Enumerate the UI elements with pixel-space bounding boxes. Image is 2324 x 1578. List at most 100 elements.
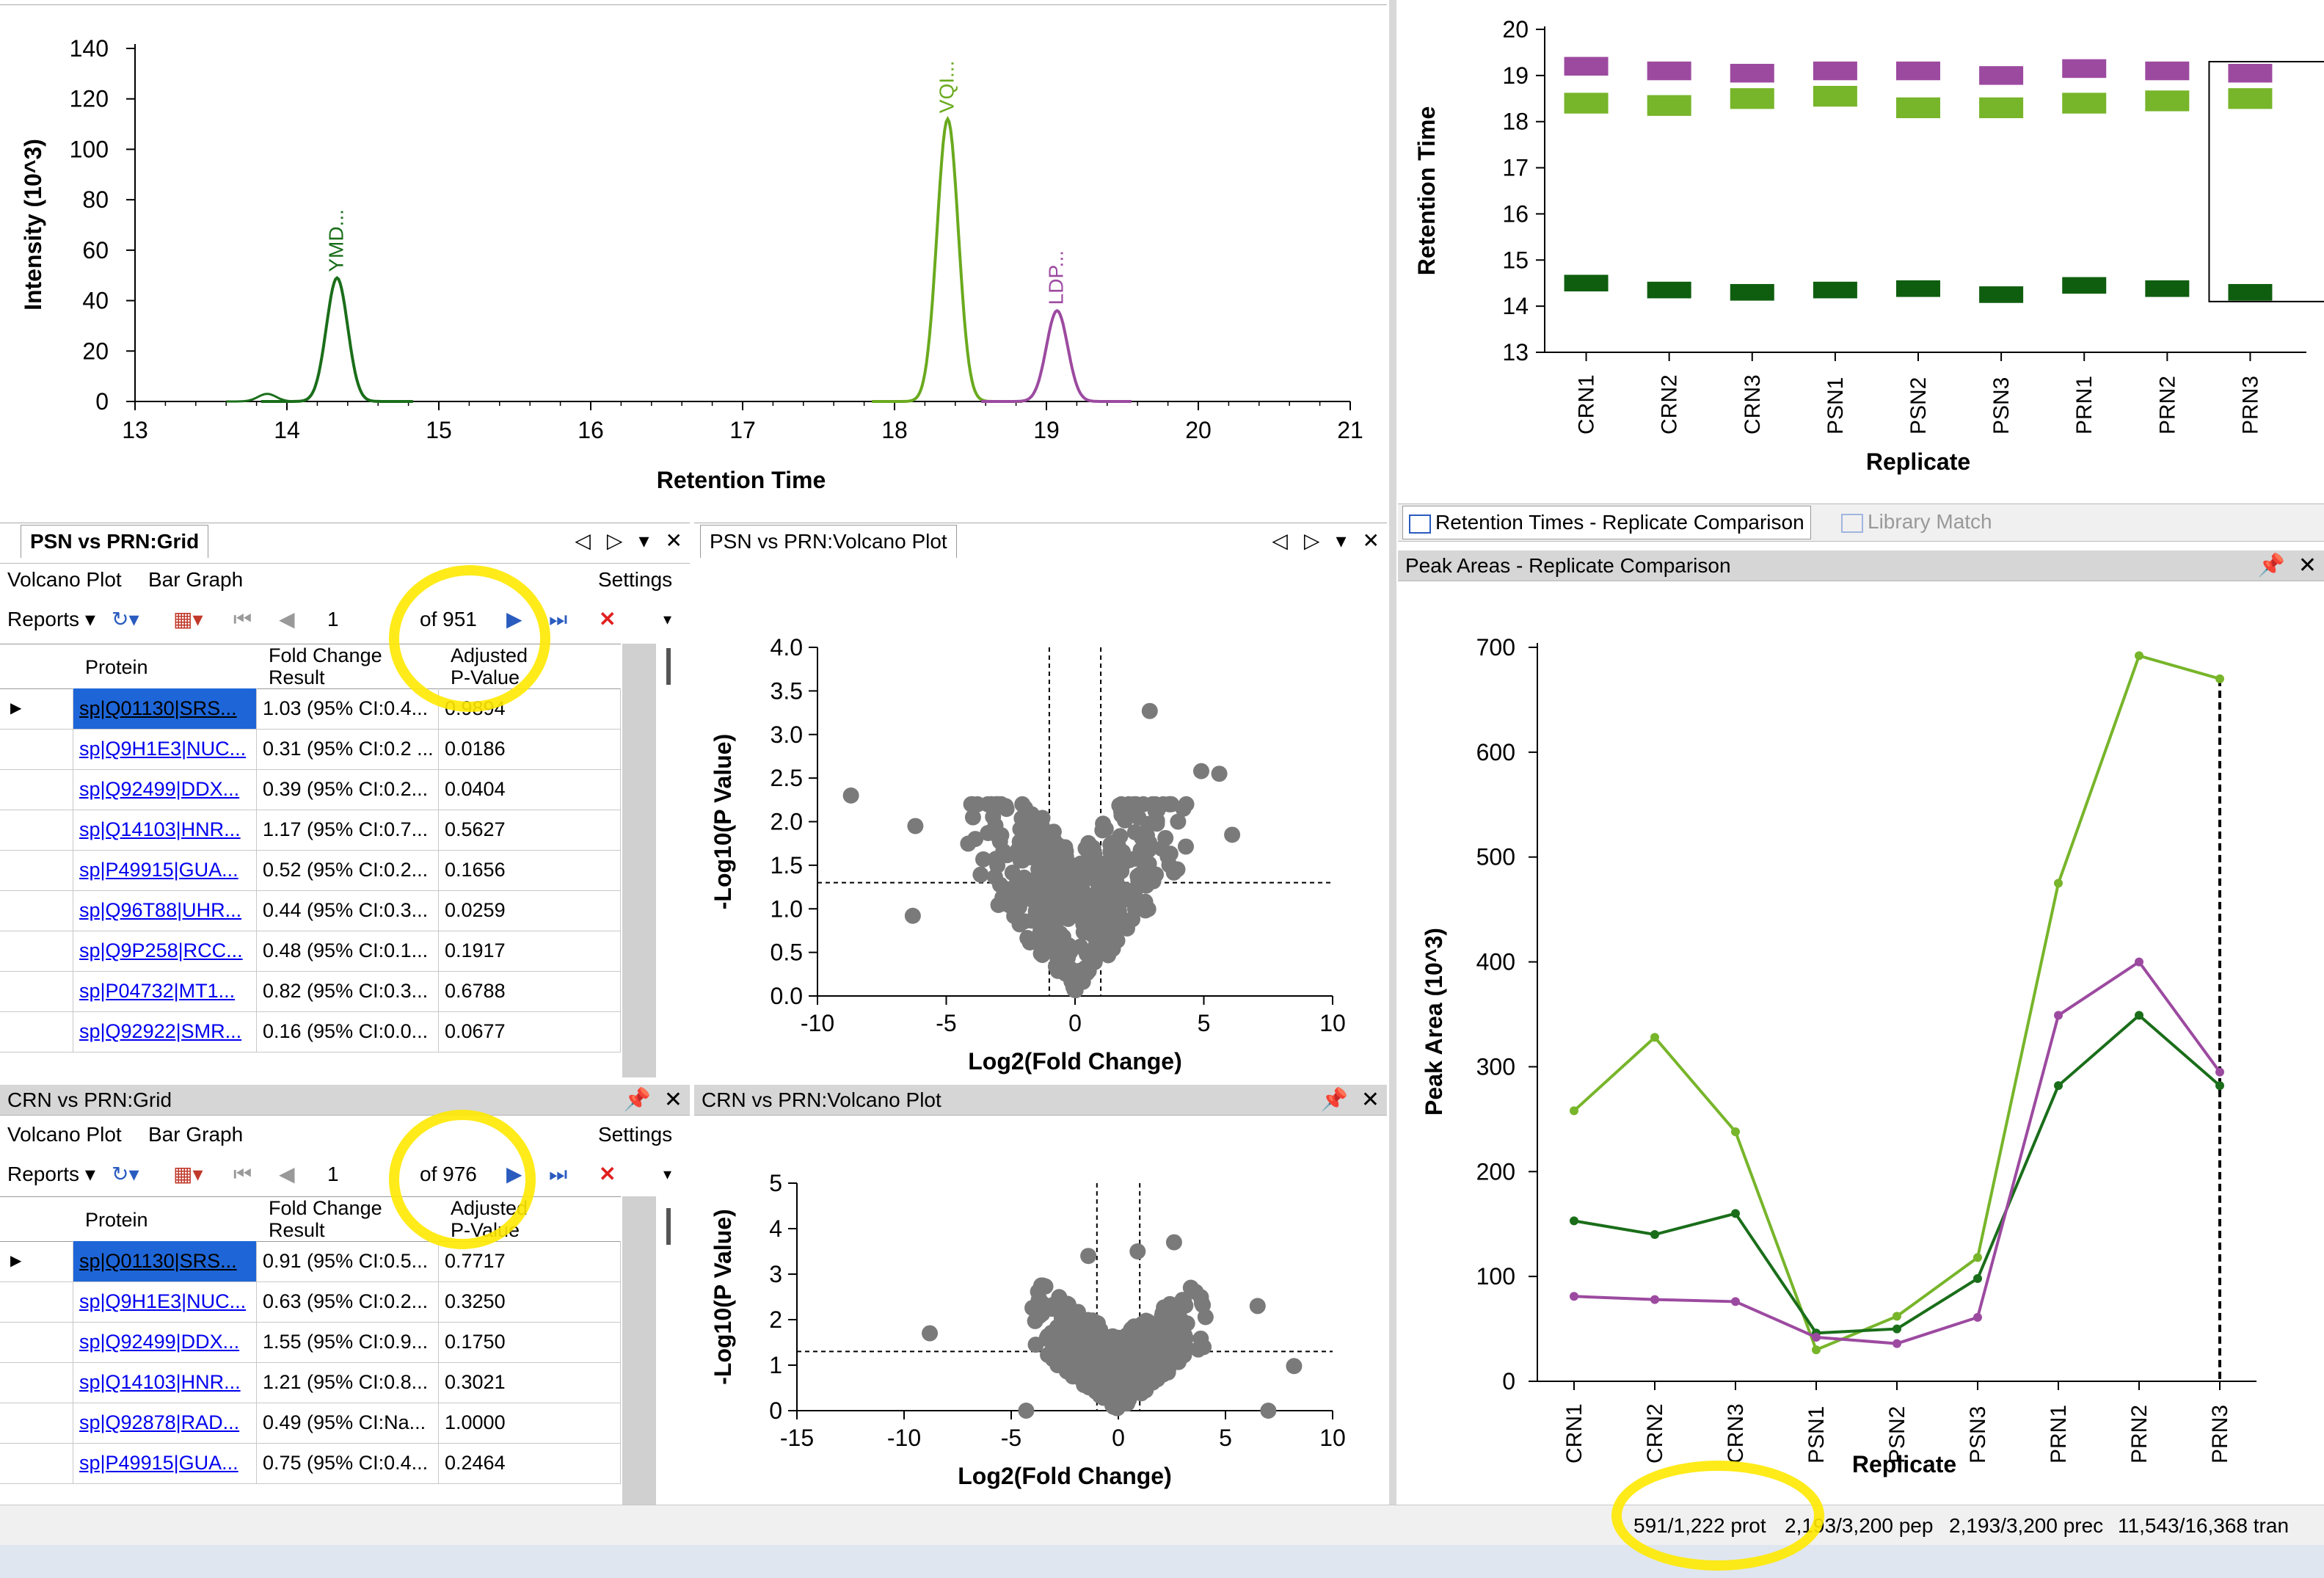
prev-page-icon[interactable]: ◀ [279, 1163, 295, 1185]
menu-bar-graph[interactable]: Bar Graph [148, 568, 244, 591]
protein-link[interactable]: sp|Q96T88|UHR... [73, 890, 257, 931]
peak-areas-chart[interactable]: 0 100 200 300 400 500 600 700 CRN1 CRN2 CRN3 PSN1 PS… [1398, 581, 2324, 1505]
table-row[interactable]: ▶ sp|Q01130|SRS... 1.03 (95% CI:0.4... 0.98… [0, 688, 621, 730]
close-icon[interactable]: ✕ [1360, 1088, 1380, 1112]
protein-link[interactable]: sp|P49915|GUA... [73, 1443, 257, 1483]
volcano-point [1089, 1326, 1106, 1342]
menu-settings[interactable]: Settings [598, 568, 673, 591]
dropdown-icon[interactable]: ▾ [1336, 528, 1347, 552]
tab-psn-volcano[interactable]: PSN vs PRN:Volcano Plot [700, 525, 957, 558]
chromatogram-chart[interactable]: 13 14 15 16 17 18 19 20 21 0 20 40 60 80 100 120 140 Rete… [0, 0, 1387, 514]
x-axis-title: Replicate [1866, 448, 1970, 475]
table-row[interactable]: sp|Q92499|DDX... 0.39 (95% CI:0.2... 0.040… [0, 769, 621, 810]
col-protein[interactable]: Protein [85, 1209, 148, 1231]
layout-icon[interactable]: ▦▾ [173, 608, 203, 630]
protein-link[interactable]: sp|Q01130|SRS... [73, 688, 257, 729]
right-tab-strip: Retention Times - Replicate Comparison L… [1398, 503, 2324, 542]
menu-volcano-plot[interactable]: Volcano Plot [7, 568, 122, 591]
table-row[interactable]: sp|Q92878|RAD... 0.49 (95% CI:Na... 1.0000 [0, 1403, 621, 1444]
overflow-icon[interactable]: ▾ [663, 1165, 672, 1183]
pin-icon[interactable]: 📌 [2257, 553, 2285, 578]
tab-right-icon[interactable]: ▷ [1303, 528, 1320, 552]
table-row[interactable]: sp|Q96T88|UHR... 0.44 (95% CI:0.3... 0.025… [0, 890, 621, 931]
protein-link[interactable]: sp|Q14103|HNR... [73, 1362, 257, 1403]
rt-replicate-chart[interactable]: 13 14 15 16 17 18 19 20 CRN1 CRN2 CRN3 PSN1 PSN2 PSN3… [1398, 0, 2324, 499]
dropdown-icon[interactable]: ▾ [638, 528, 649, 552]
volcano-point [1095, 1389, 1112, 1406]
table-row[interactable]: sp|Q9P258|RCC... 0.48 (95% CI:0.1... 0.191… [0, 931, 621, 972]
menu-bar-graph[interactable]: Bar Graph [148, 1123, 244, 1146]
close-icon[interactable]: ✕ [665, 528, 682, 552]
col-protein[interactable]: Protein [85, 656, 148, 678]
page-number-input[interactable]: 1 [327, 1163, 339, 1185]
vertical-scrollbar[interactable] [622, 644, 656, 1077]
protein-link[interactable]: sp|Q14103|HNR... [73, 810, 257, 850]
col-fold-change[interactable]: Fold Change Result [269, 1197, 382, 1241]
export-icon[interactable]: ↻▾ [112, 1163, 139, 1185]
overflow-icon[interactable]: ▾ [663, 610, 672, 628]
protein-link[interactable]: sp|Q01130|SRS... [73, 1241, 257, 1281]
series-point [1650, 1295, 1659, 1304]
series-point [2054, 879, 2063, 888]
tab-right-icon[interactable]: ▷ [606, 528, 623, 552]
scroll-thumb[interactable] [666, 648, 671, 685]
protein-link[interactable]: sp|Q92878|RAD... [73, 1403, 257, 1443]
table-row[interactable]: sp|Q14103|HNR... 1.17 (95% CI:0.7... 0.562… [0, 810, 621, 851]
layout-icon[interactable]: ▦▾ [173, 1163, 203, 1185]
fold-change-cell: 0.63 (95% CI:0.2... [257, 1281, 439, 1322]
volcano-point [1009, 842, 1026, 859]
table-row[interactable]: sp|Q9H1E3|NUC... 0.63 (95% CI:0.2... 0.325… [0, 1281, 621, 1323]
table-row[interactable]: ▶ sp|Q01130|SRS... 0.91 (95% CI:0.5... 0.77… [0, 1241, 621, 1282]
protein-link[interactable]: sp|Q92499|DDX... [73, 769, 257, 810]
table-row[interactable]: sp|P04732|MT1... 0.82 (95% CI:0.3... 0.678… [0, 971, 621, 1012]
delete-filter-icon[interactable]: ✕ [599, 608, 616, 630]
close-icon[interactable]: ✕ [1362, 528, 1380, 552]
protein-link[interactable]: sp|P04732|MT1... [73, 971, 257, 1011]
reports-dropdown[interactable]: Reports ▾ [7, 1163, 95, 1185]
close-icon[interactable]: ✕ [2298, 553, 2317, 578]
volcano-point [1137, 893, 1154, 910]
col-fold-change[interactable]: Fold Change Result [269, 644, 382, 688]
tab-psn-grid[interactable]: PSN vs PRN:Grid [21, 525, 209, 558]
protein-link[interactable]: sp|Q9H1E3|NUC... [73, 729, 257, 769]
adj-pvalue-cell: 0.0677 [439, 1011, 621, 1052]
last-page-icon[interactable]: ⏭ [549, 608, 568, 630]
pin-icon[interactable]: 📌 [1320, 1088, 1348, 1112]
last-page-icon[interactable]: ⏭ [549, 1163, 568, 1185]
tab-left-icon[interactable]: ◁ [575, 528, 591, 552]
table-row[interactable]: sp|Q9H1E3|NUC... 0.31 (95% CI:0.2 ... 0.01… [0, 729, 621, 770]
reports-dropdown[interactable]: Reports ▾ [7, 608, 95, 630]
protein-link[interactable]: sp|Q92499|DDX... [73, 1322, 257, 1362]
table-row[interactable]: sp|P49915|GUA... 0.52 (95% CI:0.2... 0.165… [0, 850, 621, 891]
volcano-point [986, 868, 1003, 885]
export-icon[interactable]: ↻▾ [112, 608, 139, 630]
protein-link[interactable]: sp|P49915|GUA... [73, 850, 257, 890]
protein-link[interactable]: sp|Q92922|SMR... [73, 1011, 257, 1052]
table-row[interactable]: sp|Q92499|DDX... 1.55 (95% CI:0.9... 0.175… [0, 1322, 621, 1363]
table-row[interactable]: sp|P49915|GUA... 0.75 (95% CI:0.4... 0.246… [0, 1443, 621, 1484]
protein-link[interactable]: sp|Q9P258|RCC... [73, 931, 257, 971]
y-tick-label: 5 [769, 1170, 782, 1196]
table-row[interactable]: sp|Q92922|SMR... 0.16 (95% CI:0.0... 0.067… [0, 1011, 621, 1052]
first-page-icon[interactable]: ⏮ [233, 608, 252, 630]
menu-settings[interactable]: Settings [598, 1123, 673, 1146]
tab-retention-times[interactable]: Retention Times - Replicate Comparison [1402, 506, 1811, 539]
page-number-input[interactable]: 1 [327, 608, 339, 630]
first-page-icon[interactable]: ⏮ [233, 1163, 252, 1185]
row-selector [0, 1011, 73, 1052]
scroll-thumb[interactable] [666, 1208, 671, 1245]
crn-volcano-chart[interactable]: -15 -10 -5 0 5 10 0 1 2 3 4 5 Log2(Fold Change) -Log1… [694, 1116, 1387, 1505]
main-splitter[interactable] [1389, 0, 1396, 1505]
pin-icon[interactable]: 📌 [623, 1088, 651, 1112]
row-selector [0, 729, 73, 769]
menu-volcano-plot[interactable]: Volcano Plot [7, 1123, 122, 1146]
psn-volcano-chart[interactable]: -10 -5 0 5 10 0.0 0.5 1.0 1.5 2.0 2.5 3.0 3.5 4.0 Log2… [694, 563, 1387, 1077]
close-icon[interactable]: ✕ [663, 1088, 682, 1112]
tab-library-match[interactable]: Library Match [1835, 506, 1998, 538]
vertical-scrollbar[interactable] [622, 1196, 656, 1505]
protein-link[interactable]: sp|Q9H1E3|NUC... [73, 1281, 257, 1322]
table-row[interactable]: sp|Q14103|HNR... 1.21 (95% CI:0.8... 0.302… [0, 1362, 621, 1403]
tab-left-icon[interactable]: ◁ [1272, 528, 1288, 552]
prev-page-icon[interactable]: ◀ [279, 608, 295, 630]
delete-filter-icon[interactable]: ✕ [599, 1163, 616, 1185]
